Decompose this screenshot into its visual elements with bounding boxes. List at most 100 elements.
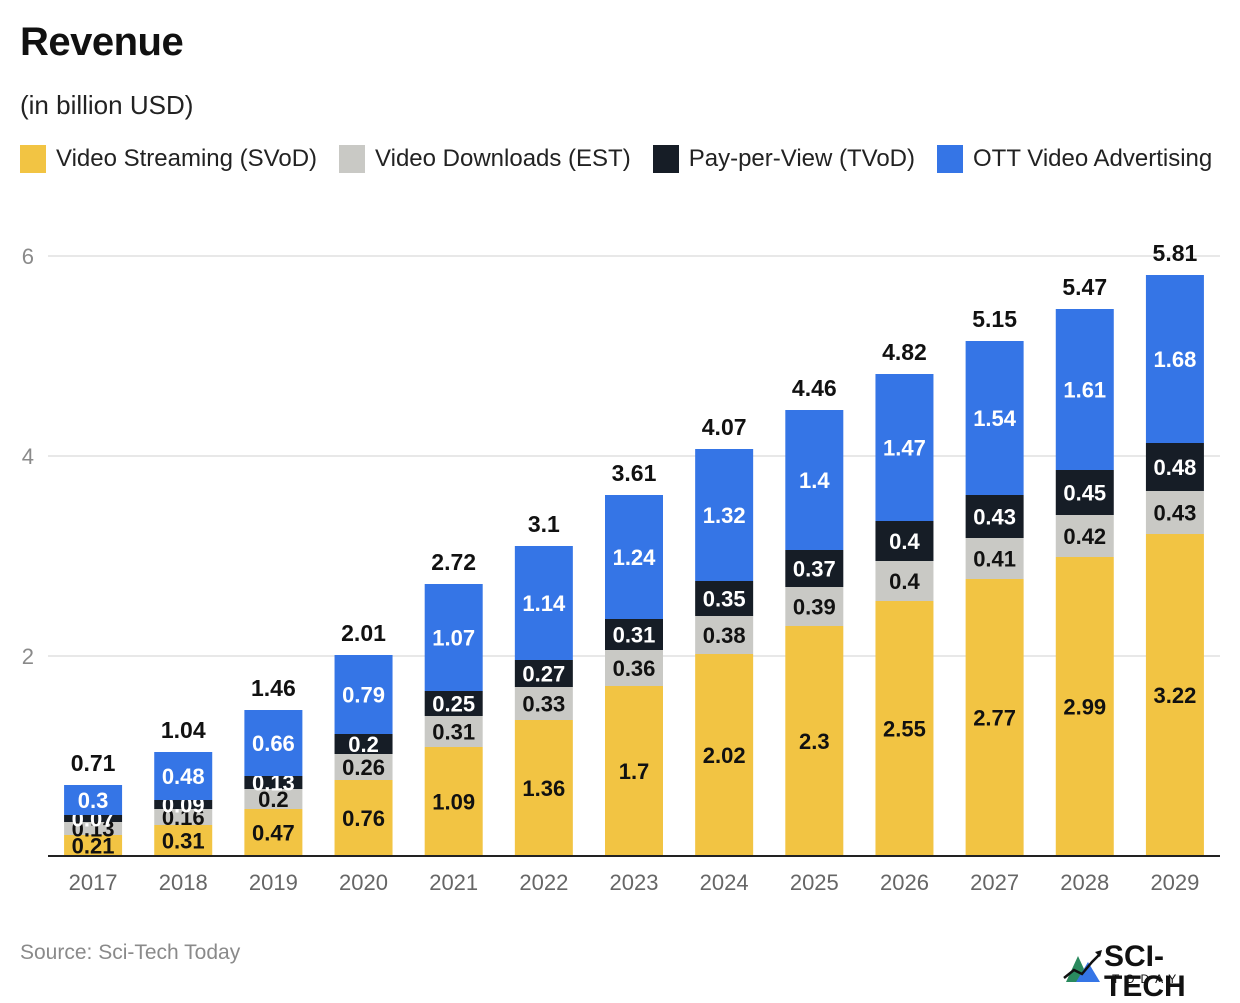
total-label: 5.81 bbox=[1153, 240, 1198, 266]
total-label: 2.72 bbox=[431, 549, 476, 575]
legend-label-ott: OTT Video Advertising bbox=[973, 145, 1213, 172]
bar-segment bbox=[244, 776, 303, 789]
bar-segment bbox=[785, 550, 844, 587]
bar-segment bbox=[965, 495, 1024, 538]
data-label: 3.22 bbox=[1154, 683, 1197, 708]
data-label: 2.99 bbox=[1063, 695, 1106, 720]
bar-segment bbox=[605, 650, 663, 686]
total-label: 5.47 bbox=[1062, 274, 1107, 300]
bar-segment bbox=[1145, 534, 1204, 856]
total-label: 5.15 bbox=[972, 306, 1017, 332]
total-label: 4.82 bbox=[882, 339, 927, 365]
bar-segment bbox=[64, 785, 123, 815]
chart-subtitle: (in billion USD) bbox=[20, 90, 194, 120]
bar-segment bbox=[695, 654, 754, 856]
data-label: 0.35 bbox=[703, 587, 746, 612]
legend-swatch-est bbox=[339, 145, 366, 173]
bar-segment bbox=[875, 561, 934, 601]
data-label: 2.55 bbox=[883, 717, 926, 742]
data-label: 0.4 bbox=[889, 529, 920, 554]
x-tick-label: 2024 bbox=[700, 870, 749, 895]
bar-segment bbox=[605, 619, 663, 650]
bar-segment bbox=[875, 374, 934, 521]
data-label: 0.48 bbox=[1154, 455, 1197, 480]
data-label: 1.24 bbox=[613, 545, 657, 570]
data-label: 2.3 bbox=[799, 729, 830, 754]
x-tick-label: 2027 bbox=[970, 870, 1019, 895]
legend-item-tvod: Pay-per-View (TVoD) bbox=[652, 145, 915, 173]
bar-segment bbox=[965, 538, 1024, 579]
data-label: 1.09 bbox=[432, 790, 475, 815]
bar-segment bbox=[695, 581, 754, 616]
bar-segment bbox=[334, 734, 393, 754]
data-label: 0.31 bbox=[432, 720, 475, 745]
data-label: 0.76 bbox=[342, 806, 385, 831]
bar-segment bbox=[424, 584, 483, 691]
data-label: 0.4 bbox=[889, 569, 920, 594]
bar-segment bbox=[514, 720, 573, 856]
x-tick-label: 2025 bbox=[790, 870, 839, 895]
total-label: 4.07 bbox=[702, 414, 747, 440]
legend: Video Streaming (SVoD) Video Downloads (… bbox=[20, 145, 1212, 173]
bar-segment bbox=[1055, 470, 1114, 515]
data-label: 0.16 bbox=[162, 805, 205, 830]
data-label: 1.32 bbox=[703, 503, 746, 528]
bar-segment bbox=[965, 341, 1024, 495]
sci-tech-logo-icon bbox=[1063, 950, 1102, 982]
bar-segment bbox=[1055, 557, 1114, 856]
x-tick-label: 2029 bbox=[1150, 870, 1199, 895]
bar-segment bbox=[875, 521, 934, 561]
bar-segment bbox=[514, 687, 573, 720]
x-tick-label: 2021 bbox=[429, 870, 478, 895]
bar-segment bbox=[1055, 309, 1114, 470]
legend-item-est: Video Downloads (EST) bbox=[339, 145, 631, 173]
data-label: 0.38 bbox=[703, 623, 746, 648]
data-label: 0.31 bbox=[613, 623, 656, 648]
total-label: 3.1 bbox=[528, 511, 560, 537]
data-label: 0.27 bbox=[522, 662, 565, 687]
data-label: 0.43 bbox=[1154, 501, 1197, 526]
chart-title: Revenue bbox=[20, 20, 184, 64]
total-label: 2.01 bbox=[341, 620, 386, 646]
bar-segment bbox=[514, 546, 573, 660]
total-label: 1.46 bbox=[251, 675, 296, 701]
bar-segment bbox=[785, 587, 844, 626]
data-label: 0.2 bbox=[258, 787, 289, 812]
source-note: Source: Sci-Tech Today bbox=[20, 941, 241, 964]
data-label: 0.43 bbox=[973, 505, 1016, 530]
bar-segment bbox=[154, 800, 213, 809]
data-label: 1.68 bbox=[1154, 347, 1197, 372]
legend-label-est: Video Downloads (EST) bbox=[375, 145, 631, 172]
y-tick-label: 4 bbox=[22, 444, 34, 469]
legend-label-svod: Video Streaming (SVoD) bbox=[56, 145, 318, 172]
legend-swatch-tvod bbox=[652, 145, 679, 173]
data-label: 0.39 bbox=[793, 595, 836, 620]
total-label: 1.04 bbox=[161, 717, 206, 743]
data-label: 1.4 bbox=[799, 468, 830, 493]
bar-segment bbox=[875, 601, 934, 856]
x-tick-label: 2017 bbox=[69, 870, 118, 895]
bar-segment bbox=[695, 616, 754, 654]
bar-segment bbox=[695, 449, 754, 581]
data-label: 1.7 bbox=[619, 759, 650, 784]
data-label: 0.66 bbox=[252, 731, 295, 756]
data-label: 1.47 bbox=[883, 436, 926, 461]
total-label: 0.71 bbox=[71, 750, 116, 776]
bar-segment bbox=[244, 789, 303, 809]
x-tick-label: 2028 bbox=[1060, 870, 1109, 895]
legend-swatch-ott bbox=[937, 145, 964, 173]
bar-segment bbox=[785, 410, 844, 550]
data-label: 0.2 bbox=[348, 732, 379, 757]
data-label: 0.45 bbox=[1063, 481, 1106, 506]
logo-subtext: TODAY bbox=[1112, 972, 1183, 986]
data-label: 0.48 bbox=[162, 764, 205, 789]
data-label: 2.02 bbox=[703, 743, 746, 768]
bar-segment bbox=[244, 809, 303, 856]
bar-segment bbox=[1145, 275, 1204, 443]
data-label: 0.26 bbox=[342, 755, 385, 780]
bar-segment bbox=[334, 655, 393, 734]
bar-segment bbox=[154, 825, 213, 856]
bar-segment bbox=[514, 660, 573, 687]
data-label: 0.79 bbox=[342, 683, 385, 708]
x-tick-label: 2018 bbox=[159, 870, 208, 895]
